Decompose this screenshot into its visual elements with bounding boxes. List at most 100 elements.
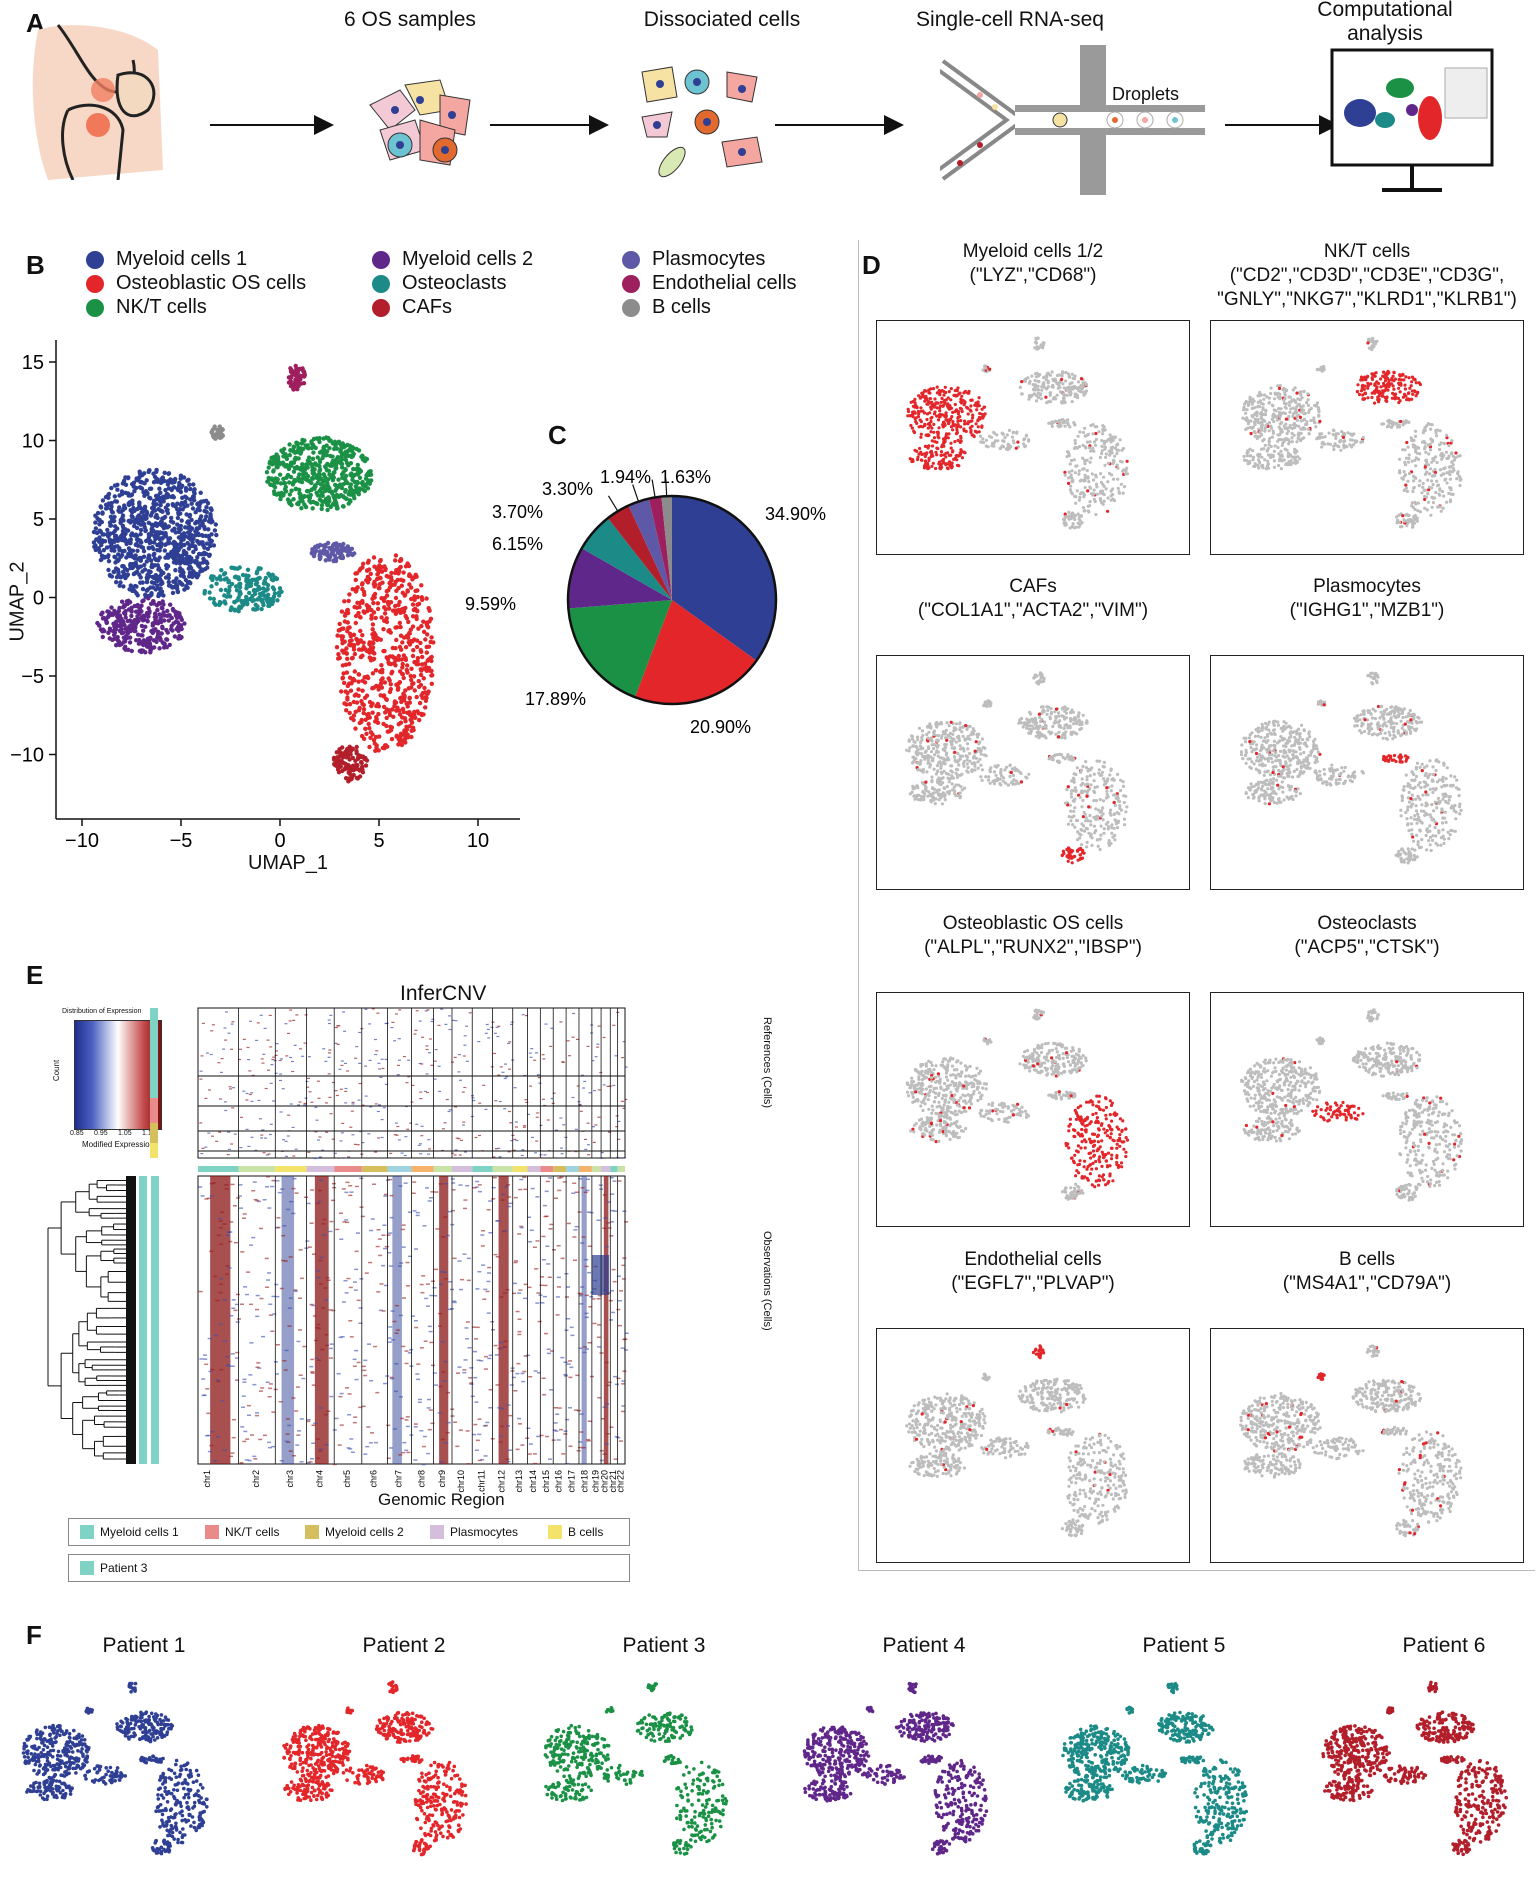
umap-point: [356, 647, 362, 652]
umap-point: [346, 453, 351, 458]
umap-point: [337, 627, 343, 633]
umap-point: [119, 631, 125, 636]
marker-point: [1001, 439, 1005, 443]
marker-point: [1431, 483, 1435, 487]
marker-point: [1285, 438, 1289, 442]
umap-point: [104, 618, 109, 623]
workflow-arrows: [210, 115, 1339, 135]
marker-point: [944, 398, 948, 402]
marker-point: [1356, 383, 1360, 387]
umap-point: [176, 484, 182, 489]
umap-point: [170, 606, 176, 612]
marker-point: [1260, 464, 1264, 468]
marker-point: [1055, 419, 1059, 424]
marker-point: [1414, 464, 1418, 468]
umap-point: [281, 476, 286, 482]
umap-point: [143, 650, 148, 655]
marker-point: [955, 458, 959, 462]
marker-point: [1290, 398, 1294, 402]
umap-point: [154, 497, 160, 502]
marker-point: [1097, 430, 1101, 434]
marker-point: [966, 422, 970, 426]
marker-point: [946, 396, 950, 400]
umap-point: [383, 743, 388, 748]
umap-point: [191, 536, 196, 541]
marker-point: [1285, 431, 1289, 436]
marker-point: [939, 400, 943, 404]
umap-point: [146, 596, 151, 601]
umap-point: [361, 561, 366, 566]
marker-point: [1299, 431, 1303, 435]
umap-point: [387, 712, 393, 718]
umap-point: [91, 540, 97, 545]
marker-point: [1255, 436, 1259, 441]
marker-point: [1401, 448, 1405, 452]
umap-point: [134, 485, 139, 491]
marker-point: [1249, 431, 1253, 436]
umap-point: [341, 650, 346, 655]
umap-point: [123, 531, 128, 536]
umap-point: [179, 518, 184, 523]
umap-point: [269, 476, 274, 481]
umap-point: [364, 578, 369, 583]
marker-point: [1065, 455, 1069, 459]
marker-point: [1073, 517, 1077, 522]
marker-point: [1036, 384, 1040, 388]
umap-point: [384, 715, 389, 721]
marker-point: [1006, 447, 1010, 451]
marker-point: [955, 394, 959, 398]
umap-point: [231, 565, 236, 571]
marker-genes: ("CD2","CD3D","CD3E","CD3G",: [1229, 265, 1505, 286]
marker-point: [1259, 447, 1264, 451]
umap-point: [405, 589, 410, 594]
marker-point: [1414, 381, 1418, 385]
umap-point: [417, 700, 423, 706]
marker-point: [1245, 417, 1249, 421]
umap-point: [414, 662, 419, 667]
marker-point: [936, 430, 940, 434]
umap-point: [173, 568, 178, 573]
marker-point: [1041, 346, 1045, 350]
marker-point: [1108, 433, 1112, 437]
umap-point: [217, 426, 222, 431]
umap-point: [157, 536, 162, 541]
umap-point: [391, 655, 396, 660]
marker-point: [1078, 495, 1082, 500]
marker-point: [1345, 445, 1349, 449]
marker-point: [936, 401, 940, 405]
marker-point: [1102, 475, 1106, 479]
umap-point: [386, 606, 392, 611]
marker-point: [1447, 491, 1451, 495]
marker-point: [1367, 337, 1371, 341]
umap-point: [115, 487, 120, 492]
umap-point: [351, 632, 357, 637]
umap-point: [222, 599, 227, 604]
marker-point: [912, 429, 916, 433]
umap-point: [373, 668, 379, 673]
umap-point: [372, 651, 377, 656]
umap-point: [170, 585, 175, 590]
marker-point: [1087, 480, 1091, 484]
umap-point: [188, 497, 193, 502]
umap-point: [211, 596, 216, 602]
marker-point: [1370, 348, 1374, 352]
umap-point: [123, 490, 128, 495]
marker-point: [1116, 466, 1120, 470]
marker-point: [938, 414, 942, 419]
marker-umap-plot: [905, 671, 1129, 865]
marker-point: [943, 440, 947, 444]
marker-point: [1083, 434, 1087, 438]
umap-point: [155, 607, 160, 613]
umap-point: [372, 636, 377, 642]
marker-point: [1381, 389, 1385, 393]
umap-point: [272, 575, 278, 580]
umap-point: [187, 574, 192, 579]
umap-point: [333, 466, 338, 471]
marker-point: [1055, 373, 1060, 378]
umap-point: [414, 608, 420, 613]
marker-point: [1074, 464, 1078, 468]
marker-point: [1427, 488, 1431, 492]
marker-point: [1044, 395, 1048, 399]
marker-point: [1074, 525, 1078, 529]
marker-point: [942, 461, 946, 465]
